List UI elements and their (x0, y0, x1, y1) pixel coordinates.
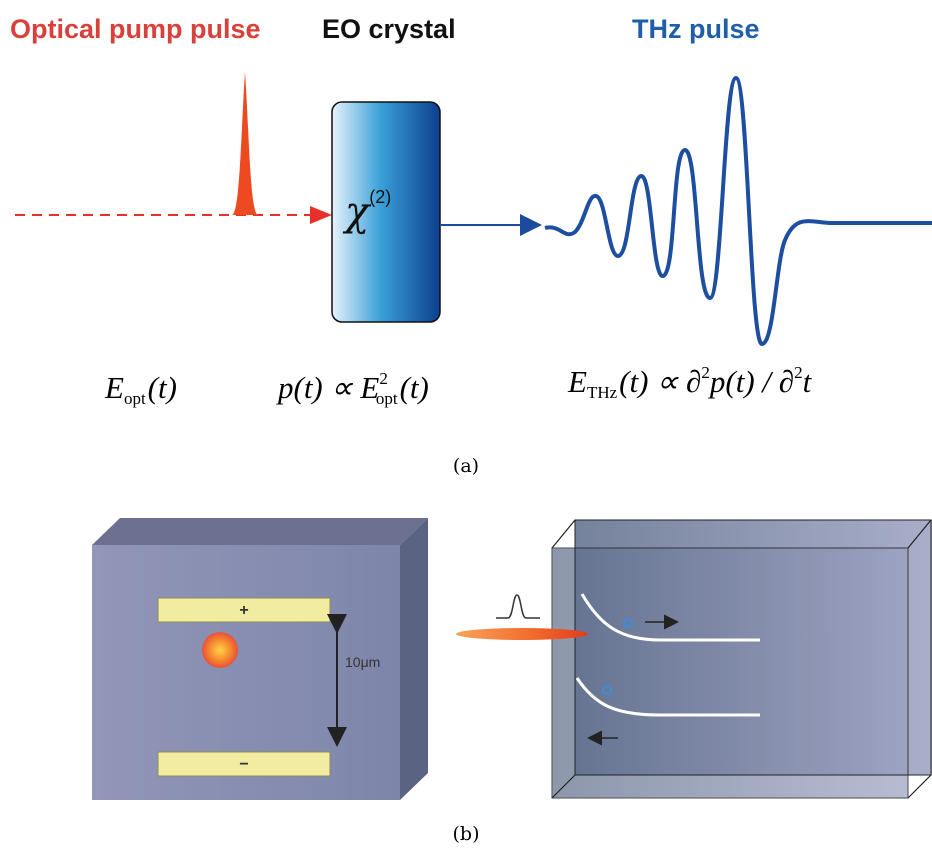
eq-sub: opt (124, 389, 146, 408)
eq-sub: opt (376, 389, 398, 408)
equation-3: ETHz(t) ∝ ∂2p(t) / ∂2t (567, 363, 813, 402)
pump-label: Optical pump pulse (10, 14, 261, 44)
eq-sup: 2 (794, 363, 803, 382)
eq-part: (t) ∝ ∂ (619, 364, 701, 399)
eq-part: E (104, 370, 124, 405)
box-side (400, 518, 428, 800)
gap-label: 10μm (345, 654, 380, 670)
eq-part: (t) (148, 370, 177, 405)
eq-sub: THz (587, 383, 618, 402)
eq-part: E (567, 364, 587, 399)
caption-a: (a) (453, 455, 479, 477)
thz-arrowhead (520, 214, 542, 236)
crystal-label: EO crystal (322, 14, 456, 44)
plus-sign: + (239, 602, 248, 619)
thz-label: THz pulse (632, 14, 760, 44)
eq-sup: 2 (701, 363, 710, 382)
eq-part: t (803, 364, 813, 399)
thz-waveform (545, 78, 932, 344)
eq-sup: 2 (379, 369, 388, 388)
equation-1: Eopt(t) (104, 370, 177, 408)
chi-order: (2) (369, 187, 391, 207)
pulse-sketch (496, 595, 540, 618)
minus-sign: − (239, 756, 248, 773)
eq-part: p(t) / ∂ (708, 364, 794, 399)
eq-part: (t) (400, 370, 429, 405)
pump-arrowhead (310, 206, 332, 224)
eq-part: p(t) ∝ E (276, 370, 379, 405)
pump-beam-b (456, 628, 588, 640)
chi: χ (342, 189, 372, 235)
figure: Optical pump pulse EO crystal THz pulse … (0, 0, 932, 856)
caption-b: (b) (453, 823, 480, 845)
pump-pulse (232, 72, 258, 215)
laser-spot (202, 632, 238, 668)
crystal-front (552, 548, 908, 798)
box-top (92, 518, 428, 545)
